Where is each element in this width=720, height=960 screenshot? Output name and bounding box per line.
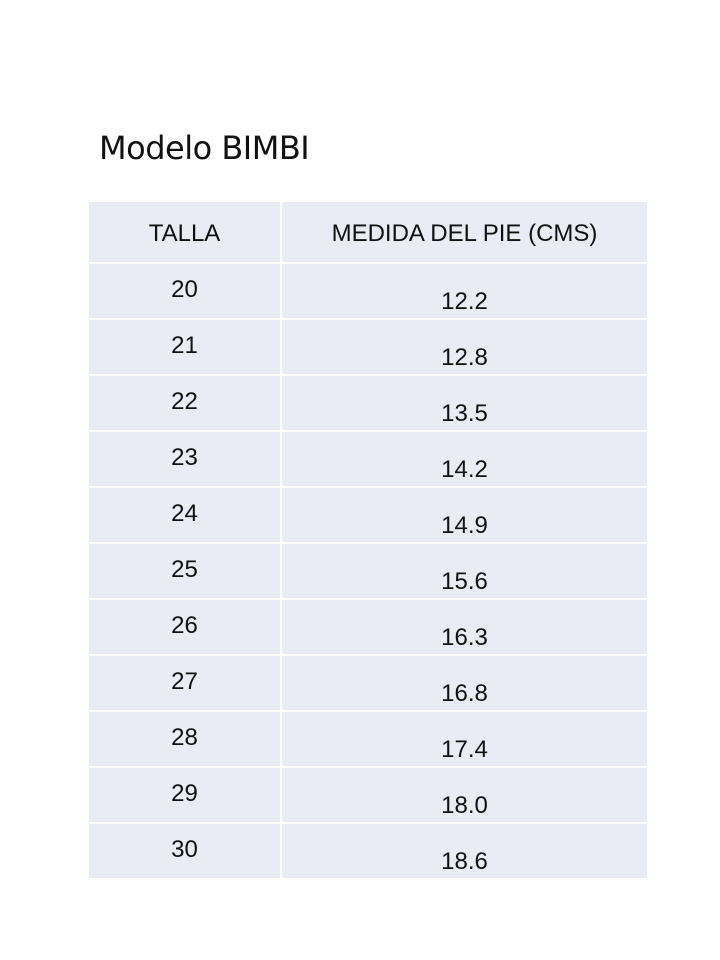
table-row: 22 13.5: [89, 374, 647, 432]
table-row: 25 15.6: [89, 542, 647, 600]
table-header-row: TALLA MEDIDA DEL PIE (CMS): [89, 202, 647, 264]
medida-cell: 12.2: [280, 262, 647, 320]
table-row: 26 16.3: [89, 598, 647, 656]
medida-cell: 16.3: [280, 598, 647, 656]
table-row: 30 18.6: [89, 822, 647, 878]
table-row: 21 12.8: [89, 318, 647, 376]
table-row: 27 16.8: [89, 654, 647, 712]
medida-cell: 16.8: [280, 654, 647, 712]
column-header-talla: TALLA: [89, 202, 282, 264]
medida-cell: 14.2: [280, 430, 647, 488]
talla-cell: 29: [89, 766, 282, 824]
medida-cell: 12.8: [280, 318, 647, 376]
table-row: 20 12.2: [89, 262, 647, 320]
medida-cell: 13.5: [280, 374, 647, 432]
talla-cell: 25: [89, 542, 282, 600]
medida-cell: 17.4: [280, 710, 647, 768]
medida-cell: 14.9: [280, 486, 647, 544]
table-row: 28 17.4: [89, 710, 647, 768]
medida-cell: 18.0: [280, 766, 647, 824]
size-table: TALLA MEDIDA DEL PIE (CMS) 20 12.2 21 12…: [89, 202, 647, 878]
talla-cell: 26: [89, 598, 282, 656]
page-title: Modelo BIMBI: [99, 129, 310, 167]
column-header-medida: MEDIDA DEL PIE (CMS): [280, 202, 647, 264]
talla-cell: 21: [89, 318, 282, 376]
medida-cell: 15.6: [280, 542, 647, 600]
talla-cell: 23: [89, 430, 282, 488]
talla-cell: 20: [89, 262, 282, 320]
talla-cell: 24: [89, 486, 282, 544]
talla-cell: 28: [89, 710, 282, 768]
talla-cell: 27: [89, 654, 282, 712]
talla-cell: 22: [89, 374, 282, 432]
talla-cell: 30: [89, 822, 282, 878]
table-row: 23 14.2: [89, 430, 647, 488]
medida-cell: 18.6: [280, 822, 647, 878]
table-row: 24 14.9: [89, 486, 647, 544]
table-row: 29 18.0: [89, 766, 647, 824]
